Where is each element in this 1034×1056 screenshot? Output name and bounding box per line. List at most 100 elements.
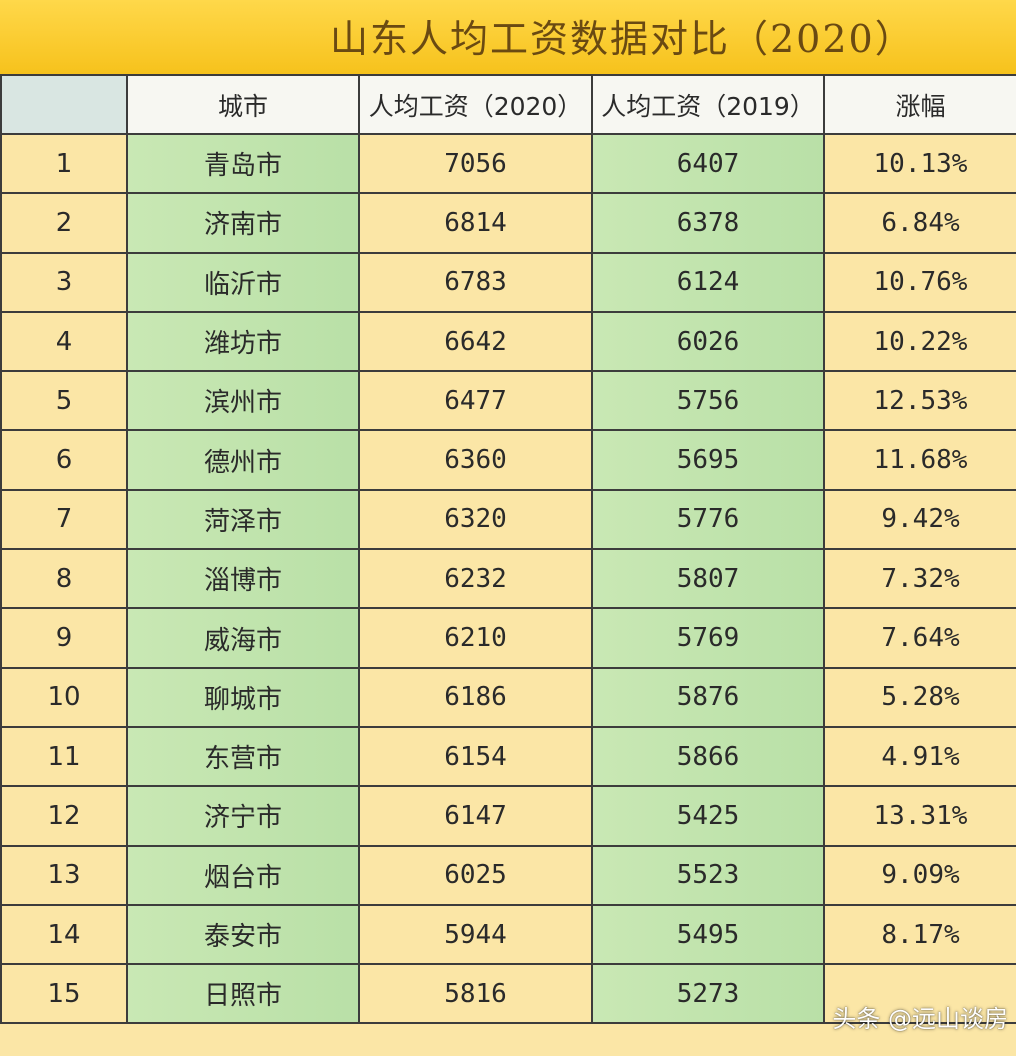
growth-cell: 5.28% xyxy=(823,666,1018,728)
wage-2020-cell: 6360 xyxy=(358,429,593,491)
city-cell: 菏泽市 xyxy=(126,488,360,551)
city-cell: 聊城市 xyxy=(126,666,360,728)
rank-cell: 14 xyxy=(0,903,128,966)
wage-2019-cell: 6124 xyxy=(591,251,825,313)
table-row: 11 东营市 6154 5866 4.91% xyxy=(0,725,1018,788)
growth-cell: 6.84% xyxy=(823,192,1018,254)
rank-cell: 10 xyxy=(0,666,128,728)
wage-2020-cell: 6320 xyxy=(358,488,593,551)
table-row: 4 潍坊市 6642 6026 10.22% xyxy=(0,310,1018,373)
growth-cell: 9.09% xyxy=(823,844,1018,906)
table-row: 9 威海市 6210 5769 7.64% xyxy=(0,607,1018,669)
rank-cell: 2 xyxy=(0,192,128,254)
header-rank xyxy=(0,74,128,135)
wage-2020-cell: 6477 xyxy=(358,370,593,432)
rank-cell: 9 xyxy=(0,607,128,669)
wage-2020-cell: 6814 xyxy=(358,192,593,254)
rank-cell: 12 xyxy=(0,785,128,847)
wage-2019-cell: 5776 xyxy=(591,488,825,551)
watermark: 头条 @远山谈房 xyxy=(832,1005,1008,1033)
wage-2020-cell: 6025 xyxy=(358,844,593,906)
growth-cell: 11.68% xyxy=(823,429,1018,491)
table-row: 7 菏泽市 6320 5776 9.42% xyxy=(0,488,1018,551)
wage-2019-cell: 5756 xyxy=(591,370,825,432)
header-growth: 涨幅 xyxy=(823,74,1018,135)
rank-cell: 4 xyxy=(0,310,128,373)
wage-2020-cell: 6186 xyxy=(358,666,593,728)
wage-2019-cell: 5523 xyxy=(591,844,825,906)
table-row: 6 德州市 6360 5695 11.68% xyxy=(0,429,1018,491)
city-cell: 淄博市 xyxy=(126,548,360,610)
rank-cell: 5 xyxy=(0,370,128,432)
wage-2020-cell: 6154 xyxy=(358,725,593,788)
header-row: 城市 人均工资（2020） 人均工资（2019） 涨幅 xyxy=(0,74,1018,135)
growth-cell: 10.76% xyxy=(823,251,1018,313)
city-cell: 威海市 xyxy=(126,607,360,669)
table-row: 12 济宁市 6147 5425 13.31% xyxy=(0,785,1018,847)
rank-cell: 3 xyxy=(0,251,128,313)
city-cell: 德州市 xyxy=(126,429,360,491)
table-row: 1 青岛市 7056 6407 10.13% xyxy=(0,132,1018,195)
rank-cell: 1 xyxy=(0,132,128,195)
table-row: 2 济南市 6814 6378 6.84% xyxy=(0,192,1018,254)
header-wage-2020: 人均工资（2020） xyxy=(358,74,593,135)
growth-cell: 9.42% xyxy=(823,488,1018,551)
city-cell: 东营市 xyxy=(126,725,360,788)
growth-cell: 10.22% xyxy=(823,310,1018,373)
wage-2019-cell: 5495 xyxy=(591,903,825,966)
growth-cell: 7.64% xyxy=(823,607,1018,669)
table-row: 5 滨州市 6477 5756 12.53% xyxy=(0,370,1018,432)
rank-cell: 6 xyxy=(0,429,128,491)
wage-2020-cell: 6210 xyxy=(358,607,593,669)
wage-2019-cell: 5425 xyxy=(591,785,825,847)
wage-2019-cell: 5807 xyxy=(591,548,825,610)
table-row: 10 聊城市 6186 5876 5.28% xyxy=(0,666,1018,728)
city-cell: 济南市 xyxy=(126,192,360,254)
growth-cell: 12.53% xyxy=(823,370,1018,432)
city-cell: 青岛市 xyxy=(126,132,360,195)
right-margin xyxy=(1016,0,1034,1056)
rank-cell: 7 xyxy=(0,488,128,551)
city-cell: 滨州市 xyxy=(126,370,360,432)
header-wage-2019: 人均工资（2019） xyxy=(591,74,825,135)
growth-cell: 10.13% xyxy=(823,132,1018,195)
wage-2020-cell: 6783 xyxy=(358,251,593,313)
wage-2019-cell: 5876 xyxy=(591,666,825,728)
growth-cell: 13.31% xyxy=(823,785,1018,847)
city-cell: 泰安市 xyxy=(126,903,360,966)
wage-2019-cell: 5695 xyxy=(591,429,825,491)
wage-2020-cell: 6147 xyxy=(358,785,593,847)
wage-2020-cell: 7056 xyxy=(358,132,593,195)
wage-2020-cell: 6642 xyxy=(358,310,593,373)
rank-cell: 8 xyxy=(0,548,128,610)
wage-2019-cell: 6378 xyxy=(591,192,825,254)
table-row: 14 泰安市 5944 5495 8.17% xyxy=(0,903,1018,966)
header-city: 城市 xyxy=(126,74,360,135)
wage-2019-cell: 5769 xyxy=(591,607,825,669)
rank-cell: 11 xyxy=(0,725,128,788)
wage-2019-cell: 5866 xyxy=(591,725,825,788)
wage-2019-cell: 5273 xyxy=(591,963,825,1025)
city-cell: 临沂市 xyxy=(126,251,360,313)
city-cell: 济宁市 xyxy=(126,785,360,847)
wage-table: 城市 人均工资（2020） 人均工资（2019） 涨幅 1 青岛市 7056 6… xyxy=(0,74,1018,1025)
city-cell: 潍坊市 xyxy=(126,310,360,373)
growth-cell: 7.32% xyxy=(823,548,1018,610)
table-row: 13 烟台市 6025 5523 9.09% xyxy=(0,844,1018,906)
table-body: 1 青岛市 7056 6407 10.13% 2 济南市 6814 6378 6… xyxy=(0,132,1018,1025)
growth-cell: 4.91% xyxy=(823,725,1018,788)
table-row: 15 日照市 5816 5273 xyxy=(0,963,1018,1025)
table-row: 8 淄博市 6232 5807 7.32% xyxy=(0,548,1018,610)
rank-cell: 15 xyxy=(0,963,128,1025)
page-title: 山东人均工资数据对比（2020） xyxy=(330,17,915,61)
wage-2020-cell: 5816 xyxy=(358,963,593,1025)
rank-cell: 13 xyxy=(0,844,128,906)
city-cell: 烟台市 xyxy=(126,844,360,906)
growth-cell: 8.17% xyxy=(823,903,1018,966)
title-bar: 山东人均工资数据对比（2020） xyxy=(0,0,1016,74)
city-cell: 日照市 xyxy=(126,963,360,1025)
table-row: 3 临沂市 6783 6124 10.76% xyxy=(0,251,1018,313)
wage-2019-cell: 6407 xyxy=(591,132,825,195)
wage-2020-cell: 5944 xyxy=(358,903,593,966)
